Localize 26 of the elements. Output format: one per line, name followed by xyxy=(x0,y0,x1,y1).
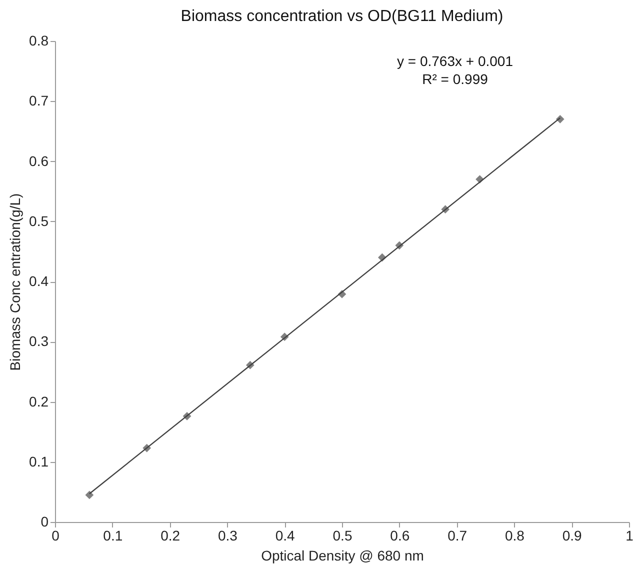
chart-title: Biomass concentration vs OD(BG11 Medium) xyxy=(180,8,504,25)
x-tick-label: 0.7 xyxy=(448,528,468,544)
x-tick-label: 1 xyxy=(626,528,634,544)
x-tick-label: 0.9 xyxy=(562,528,582,544)
y-tick-label: 0.2 xyxy=(29,393,49,410)
x-tick-label: 0.3 xyxy=(218,528,238,544)
point xyxy=(85,490,94,500)
x-tick-label: 0.1 xyxy=(103,528,123,544)
annotation: R² = 0.999 xyxy=(422,71,488,87)
x-tick-label: 0.8 xyxy=(504,528,525,544)
x-axis-title: Optical Density @ 680 nm xyxy=(261,548,424,564)
y-tick-label: 0 xyxy=(40,514,49,530)
x-tick-label: 0.6 xyxy=(390,528,410,544)
y-tick-label: 0.4 xyxy=(29,273,49,289)
y-tick-label: 0.1 xyxy=(29,453,49,470)
x-tick-label: 0.5 xyxy=(332,528,352,544)
x-tick-label: 0 xyxy=(52,528,60,544)
y-axis-title: Biomass Conc entration(g/L) xyxy=(7,193,24,371)
y-tick-label: 0.3 xyxy=(29,333,49,350)
annotation: y = 0.763x + 0.001 xyxy=(397,53,514,69)
y-tick-label: 0.6 xyxy=(29,152,49,169)
x-tick-label: 0.2 xyxy=(160,528,180,544)
x-tick-label: 0.4 xyxy=(275,528,296,544)
y-tick-label: 0.7 xyxy=(29,92,49,109)
y-tick-label: 0.8 xyxy=(29,32,49,48)
y-tick-label: 0.5 xyxy=(29,212,49,229)
